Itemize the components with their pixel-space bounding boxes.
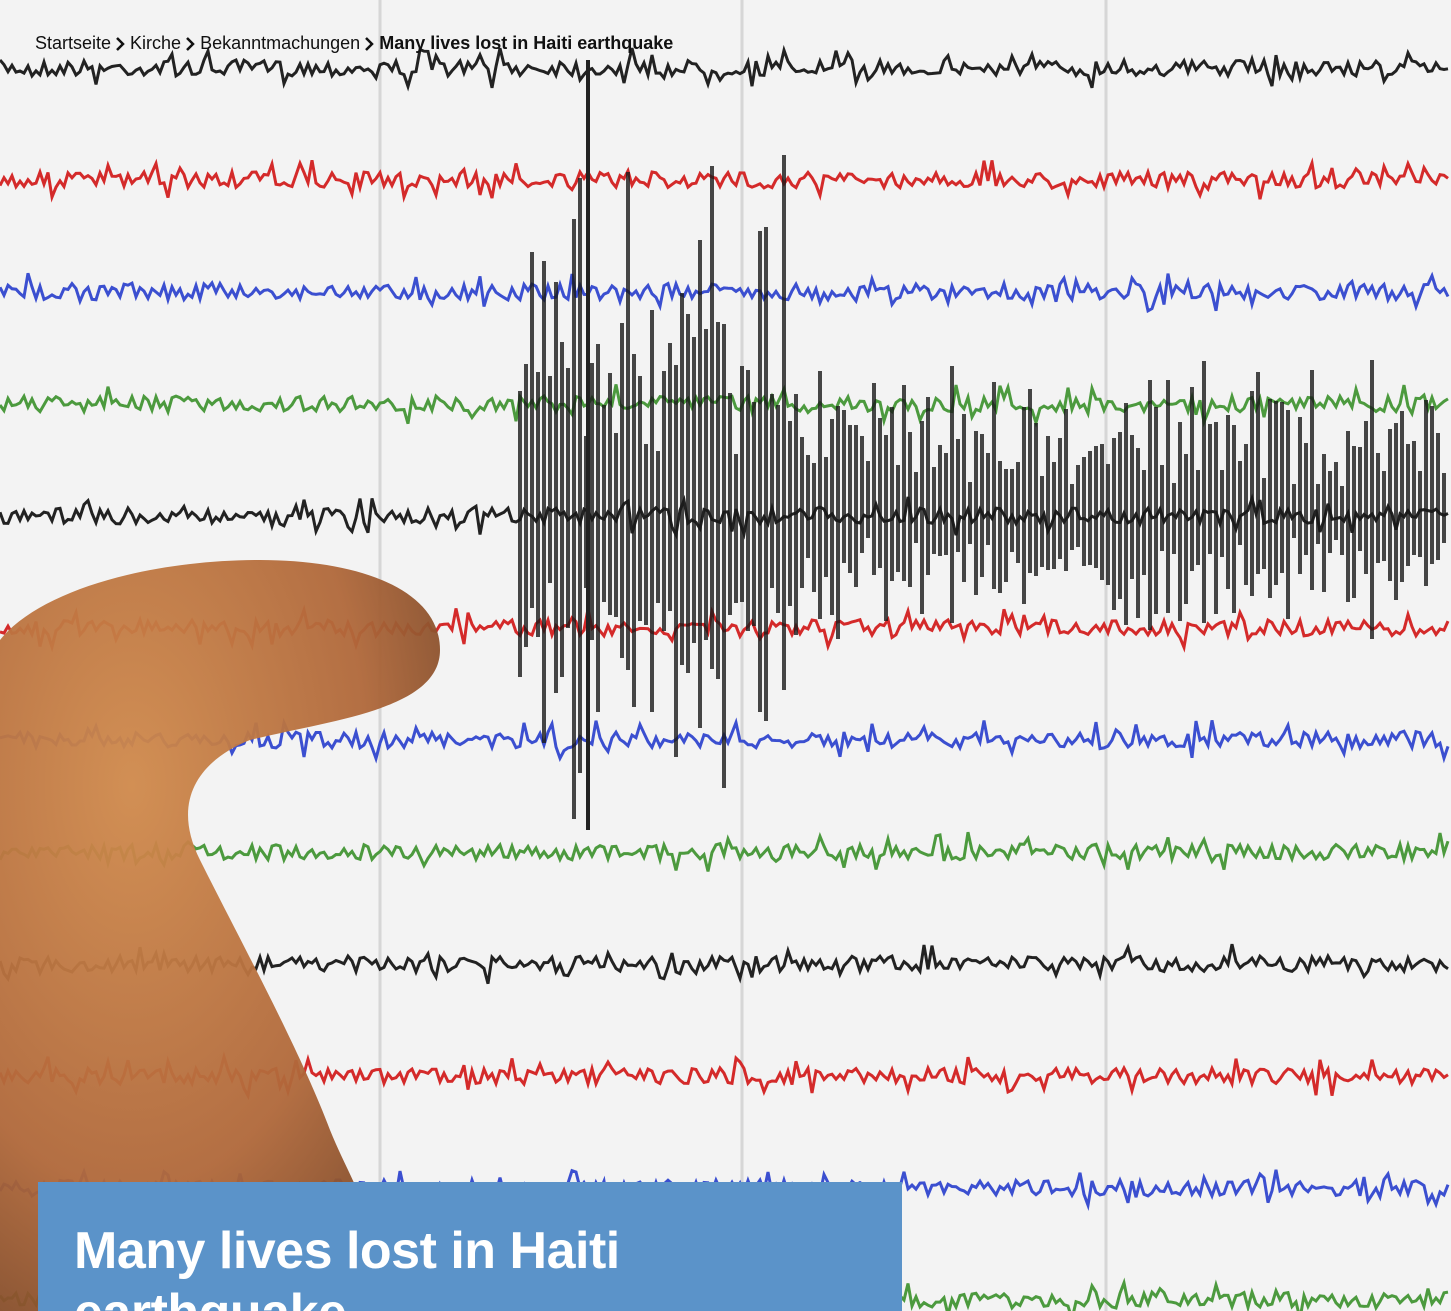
breadcrumb-link[interactable]: Bekanntmachungen [200, 33, 361, 53]
trace [0, 44, 1449, 92]
title-box: Many lives lost in Haiti earthquake [38, 1182, 902, 1311]
page-title: Many lives lost in Haiti earthquake [74, 1222, 620, 1311]
chevron-icon [365, 36, 374, 51]
breadcrumb: Startseite Kirche Bekanntmachungen Many … [35, 33, 673, 54]
chevron-icon [116, 36, 125, 51]
breadcrumb-link[interactable]: Kirche [130, 33, 182, 53]
trace [0, 271, 1450, 314]
chevron-icon [186, 36, 195, 51]
breadcrumb-link[interactable]: Startseite [35, 33, 112, 53]
burst [518, 155, 1446, 819]
trace [0, 157, 1449, 203]
breadcrumb-current: Many lives lost in Haiti earthquake [379, 33, 674, 53]
trace [0, 831, 1450, 872]
